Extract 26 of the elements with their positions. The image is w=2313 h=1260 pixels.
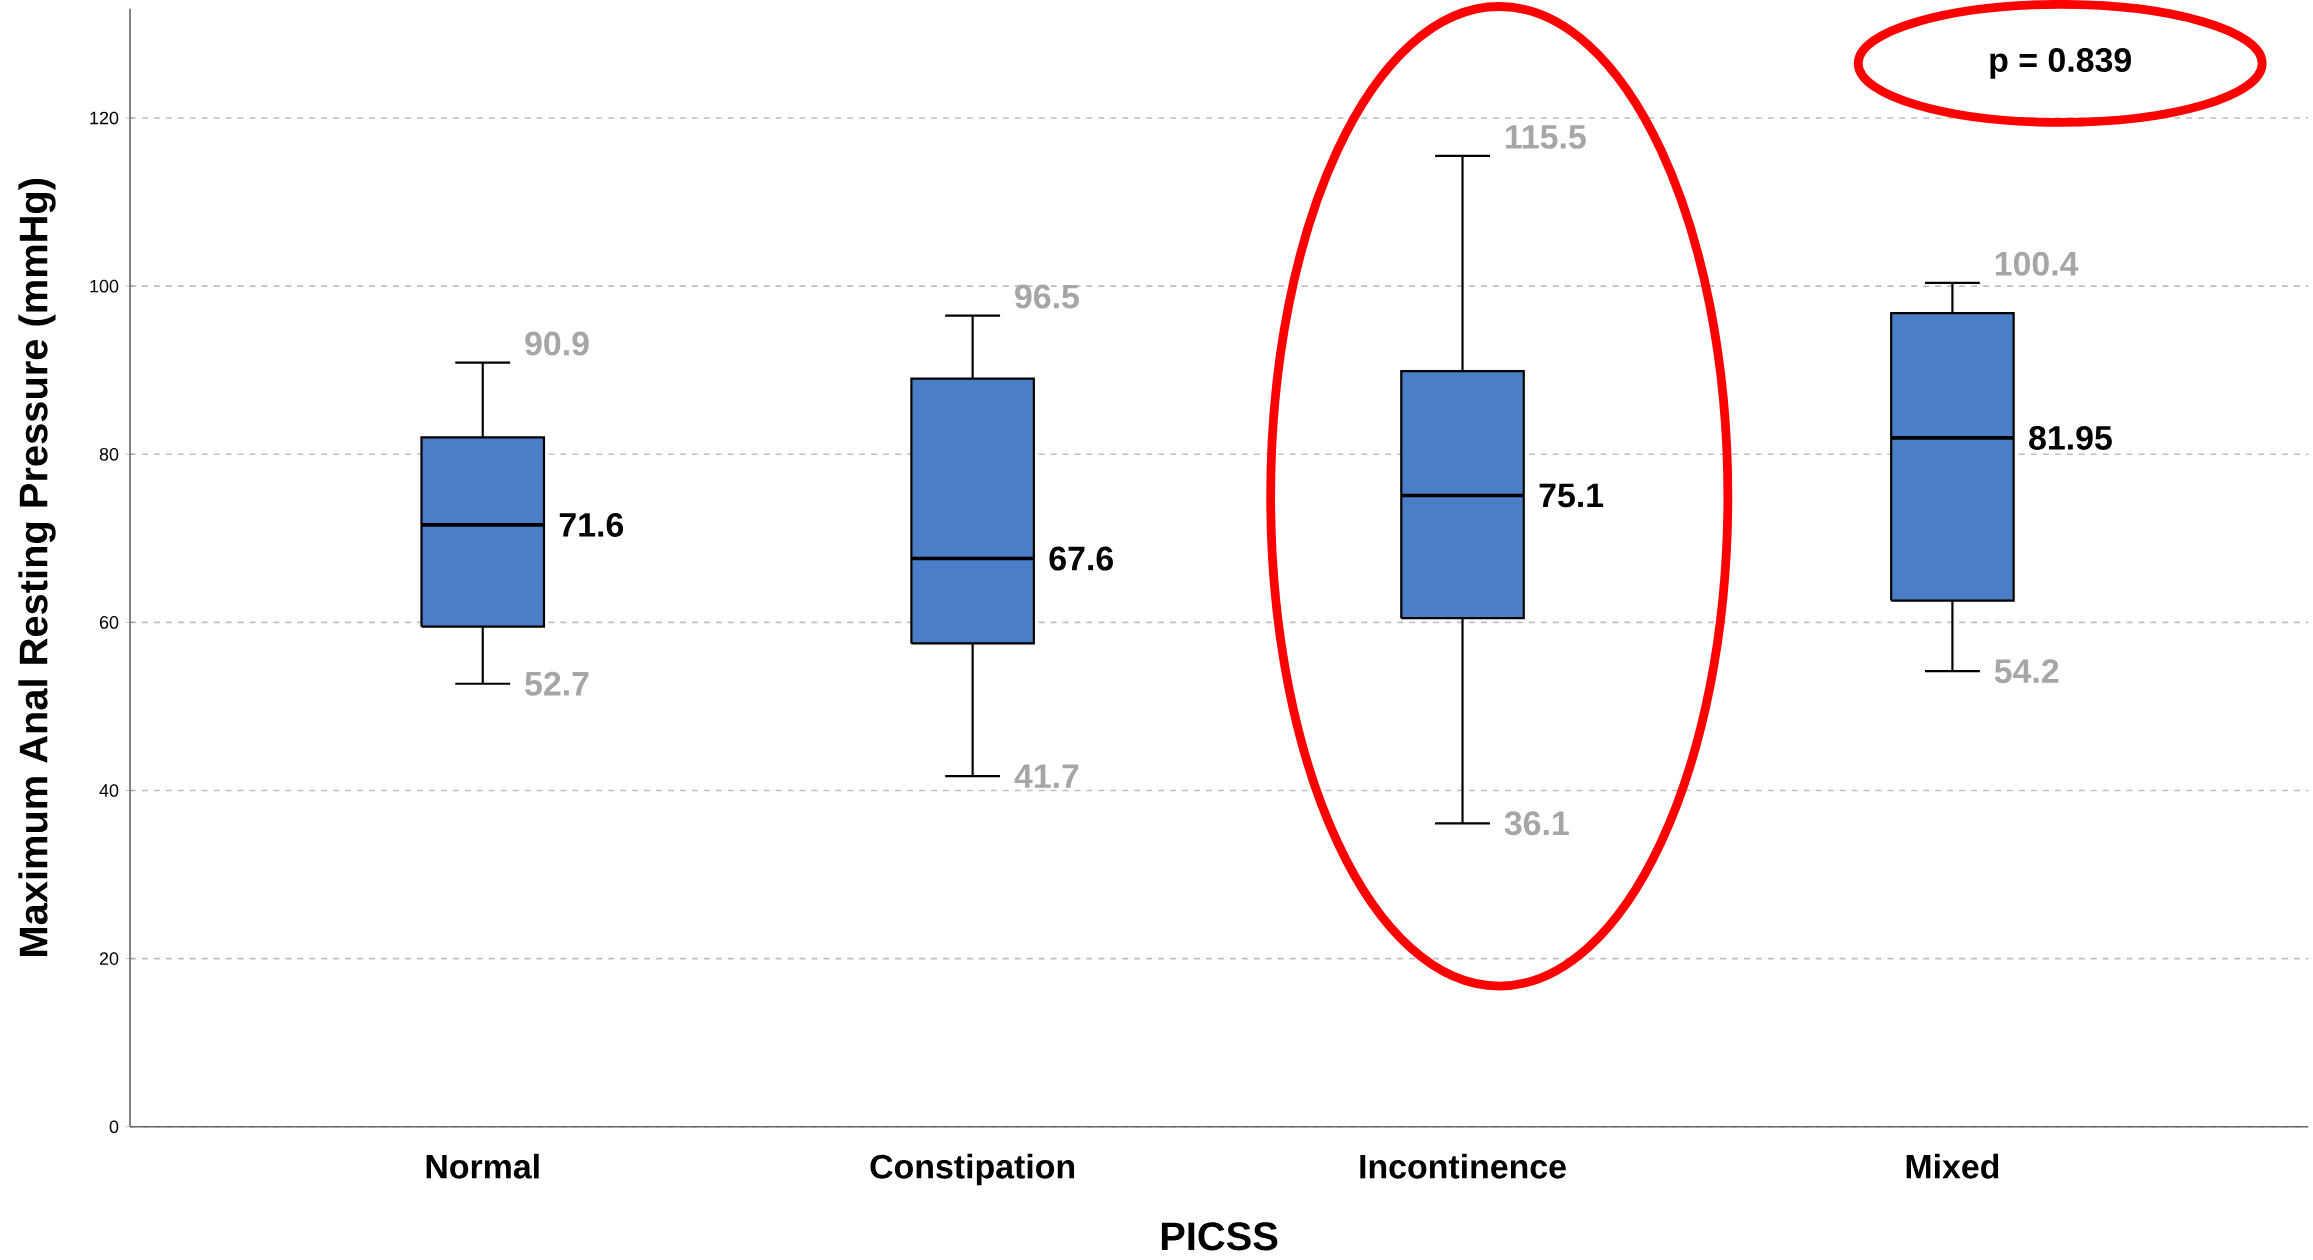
y-tick-label: 20 xyxy=(99,952,119,966)
x-axis-title: PICSS xyxy=(1161,1222,1278,1251)
annotation: 115.5 xyxy=(1505,125,1586,149)
annotation: 36.1 xyxy=(1504,811,1569,836)
y-tick-label: 80 xyxy=(99,448,119,461)
annotation: 52.7 xyxy=(525,671,589,696)
annotation: 41.7 xyxy=(1014,764,1079,788)
x-tick-label: Normal xyxy=(426,1153,539,1179)
annotation: 75.1 xyxy=(1539,483,1604,508)
y-tick-label: 40 xyxy=(99,784,119,797)
annotation: 67.6 xyxy=(1049,546,1113,571)
annotation: 81.95 xyxy=(2029,426,2112,451)
x-tick-label: Incontinence xyxy=(1360,1153,1566,1179)
y-axis-title: Maximum Anal Resting Pressure (mmHg) xyxy=(18,179,56,957)
x-tick-label: Mixed xyxy=(1906,1153,1999,1179)
y-tick-label: 100 xyxy=(90,279,119,293)
y-tick-label: 0 xyxy=(109,1120,119,1134)
annotation: 90.9 xyxy=(525,331,589,356)
annotation: 96.5 xyxy=(1015,284,1079,309)
annotation: p = 0.839 xyxy=(1990,48,2131,79)
y-tick-label: 60 xyxy=(99,616,119,629)
x-tick-label: Constipation xyxy=(870,1153,1075,1186)
annotation: 100.4 xyxy=(1995,251,2079,276)
y-tick-label: 120 xyxy=(90,111,119,125)
annotation: 71.6 xyxy=(559,513,624,538)
annotation: 54.2 xyxy=(1994,659,2059,684)
